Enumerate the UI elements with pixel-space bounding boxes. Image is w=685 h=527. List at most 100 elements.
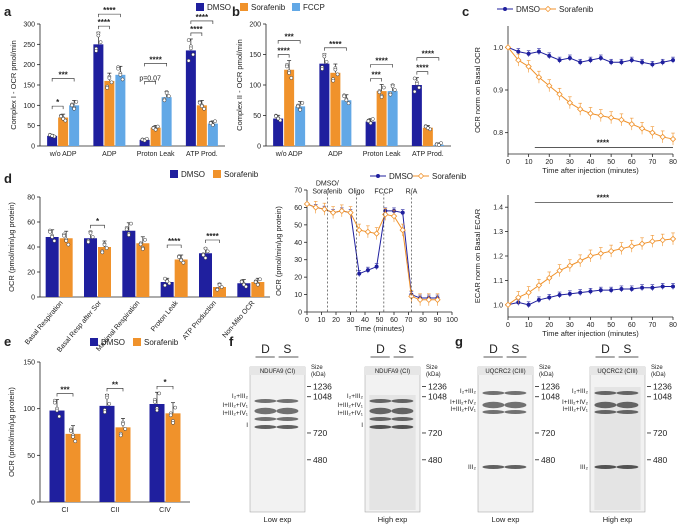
sig-a-7: **** <box>190 25 203 34</box>
c1-point-sorafenib <box>628 120 635 128</box>
b-data-point <box>377 90 382 95</box>
d1-bar-dmso <box>84 238 97 297</box>
a-data-point <box>109 80 114 85</box>
b-bar-sorafenib <box>422 127 433 146</box>
sig-a-3-bracket <box>98 25 110 30</box>
c1-point-dmso <box>598 56 603 60</box>
d2-point-sorafenib <box>399 226 406 234</box>
blot-g-low-size-label: Size <box>539 365 551 371</box>
d1-bar-dmso <box>45 237 59 297</box>
b-data-point <box>346 101 351 106</box>
d1-data-point <box>138 242 143 247</box>
blot-f-low-antibody-strip <box>250 367 305 375</box>
e-data-point <box>55 408 59 413</box>
legend-d2-sorafenib-marker <box>417 172 425 180</box>
e-bar-dmso <box>49 410 65 502</box>
c1-point-sorafenib <box>587 110 594 117</box>
e-data-point <box>121 422 125 426</box>
c2-point-dmso <box>619 286 624 291</box>
b-bar-sorafenib <box>330 72 341 146</box>
c2-point-dmso <box>536 297 541 302</box>
blot-g-low-size-unit: (kDa) <box>539 372 554 378</box>
c1-point-dmso <box>629 58 634 63</box>
e-data-point <box>171 421 175 425</box>
a-data-point <box>162 98 167 103</box>
a-data-point <box>120 77 125 82</box>
a-data-point <box>59 114 63 119</box>
d1-data-point <box>88 231 93 236</box>
a-data-point <box>164 91 169 95</box>
c2-point-dmso <box>588 289 593 294</box>
legend-a-fccp-swatch <box>292 3 300 11</box>
b-data-point <box>379 95 384 99</box>
d2-xtick-label: 20 <box>332 317 340 324</box>
blot-f-low-band <box>254 425 277 429</box>
a-data-point <box>197 100 202 105</box>
a-data-point <box>72 106 76 111</box>
blot-f-high-lane-D: D <box>376 342 385 356</box>
c1-point-sorafenib <box>597 112 604 119</box>
b-data-point <box>388 92 393 97</box>
blot-g-high-marker-label: 1048 <box>653 392 672 402</box>
b-ytick-label: 50 <box>253 113 261 120</box>
d2-point-sorafenib <box>329 209 337 216</box>
e-data-point <box>107 401 112 406</box>
c2-point-dmso <box>629 286 634 291</box>
b-data-point <box>320 67 325 71</box>
c2-point-dmso <box>578 290 583 295</box>
d2-ytick-label: 0 <box>298 310 302 317</box>
b-data-point <box>298 107 302 112</box>
legend-e-sorafenib-label: Sorafenib <box>144 338 179 347</box>
blot-f-low-band-label: I <box>246 422 248 429</box>
d1-xtick-label: Basal Respiration <box>24 300 65 347</box>
blot-f-low-band <box>276 407 299 415</box>
c1-point-sorafenib <box>577 106 584 113</box>
d1-data-point <box>64 238 69 243</box>
d1-data-point <box>126 233 131 237</box>
blot-f-high-band <box>369 425 392 429</box>
c2-point-sorafenib <box>669 235 677 243</box>
d1-data-point <box>244 284 248 289</box>
d1-data-point <box>215 287 220 292</box>
d1-data-point <box>217 283 222 287</box>
a-xtick-label: w/o ADP <box>49 151 77 158</box>
c2-xtick-label: 50 <box>607 322 615 329</box>
d2-point-sorafenib <box>364 228 372 235</box>
d1-data-point <box>203 256 208 260</box>
b-data-point <box>342 94 347 99</box>
d1-bar-sorafenib <box>251 282 265 297</box>
c2-point-dmso <box>609 288 614 293</box>
c1-point-sorafenib <box>515 56 522 64</box>
d2-point-sorafenib <box>382 211 389 218</box>
blot-f-low-size-unit: (kDa) <box>311 372 326 378</box>
d2-xtick-label: 60 <box>390 317 398 324</box>
d1-data-point <box>167 281 172 286</box>
c2-xtick-label: 30 <box>566 322 574 329</box>
e-data-point <box>57 414 62 419</box>
c1-point-sorafenib <box>638 125 646 132</box>
d2-point-dmso <box>374 264 379 269</box>
sig-e-2-bracket <box>106 388 124 392</box>
sig-a-1: * <box>56 98 60 107</box>
blot-g-low-band <box>482 401 505 409</box>
e-data-point <box>71 434 75 439</box>
d2-xtick-label: 100 <box>446 317 458 324</box>
blot-f-high-marker-label: 1236 <box>428 382 447 392</box>
c1-point-sorafenib <box>659 133 666 141</box>
e-xtick-label: CII <box>111 507 120 514</box>
c1-point-dmso <box>588 58 593 63</box>
blot-f-high-smear <box>369 395 416 510</box>
sig-d-1: * <box>96 217 100 226</box>
c2-point-sorafenib <box>504 301 512 308</box>
b-data-point <box>324 60 329 64</box>
c1-point-sorafenib <box>504 44 512 51</box>
e-data-point <box>73 439 78 444</box>
a-data-point <box>74 99 79 104</box>
blot-g-low-band <box>482 391 505 395</box>
a-data-point <box>200 104 204 109</box>
b-ytick-label: 100 <box>249 83 261 90</box>
sig-b-5: **** <box>375 57 388 66</box>
d1-data-point <box>253 280 258 284</box>
d2-point-sorafenib <box>347 209 354 216</box>
a-data-point <box>155 124 160 129</box>
